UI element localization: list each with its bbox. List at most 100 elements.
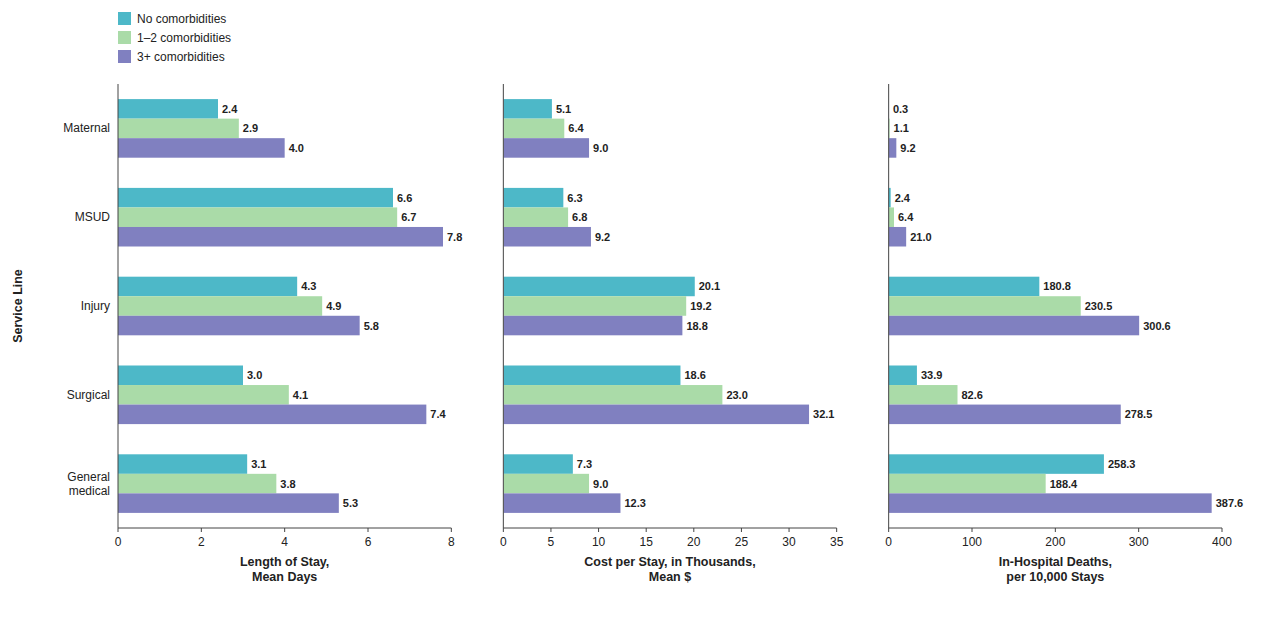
bar xyxy=(118,493,339,513)
data-label: 9.0 xyxy=(593,142,608,154)
data-label: 300.6 xyxy=(1143,320,1171,332)
bar xyxy=(118,405,426,425)
y-tick-label: MSUD xyxy=(75,210,111,224)
data-label: 6.8 xyxy=(572,211,587,223)
text-line: Mean Days xyxy=(252,570,317,584)
data-label: 180.8 xyxy=(1043,280,1071,292)
data-label: 0.3 xyxy=(893,103,908,115)
data-label: 6.4 xyxy=(568,122,584,134)
y-axis-line xyxy=(503,84,504,528)
x-tick-label: 100 xyxy=(962,535,982,549)
data-label: 12.3 xyxy=(624,497,645,509)
data-label: 32.1 xyxy=(813,408,834,420)
x-axis-line xyxy=(503,528,836,529)
bar xyxy=(118,207,397,227)
x-tick-label: 15 xyxy=(640,535,654,549)
y-tick-label: Injury xyxy=(81,299,110,313)
text-line: MSUD xyxy=(75,210,111,224)
page: {"chart_data": [ {"type": "bar", "orient… xyxy=(0,0,1280,626)
bar xyxy=(118,474,276,494)
bar xyxy=(503,188,563,208)
text-line: Length of Stay, xyxy=(240,555,329,569)
text-line: In-Hospital Deaths, xyxy=(999,555,1112,569)
x-tick-label: 0 xyxy=(885,535,892,549)
bar xyxy=(889,138,897,158)
bar xyxy=(503,277,694,297)
bar xyxy=(503,227,591,247)
x-tick-label: 2 xyxy=(198,535,205,549)
bar xyxy=(503,207,568,227)
text-line: Surgical xyxy=(67,388,110,402)
data-label: 82.6 xyxy=(962,389,983,401)
text-line: Maternal xyxy=(63,121,110,135)
bar xyxy=(889,474,1046,494)
bar xyxy=(889,207,894,227)
x-tick xyxy=(368,528,369,532)
data-label: 21.0 xyxy=(910,231,931,243)
panel: 0.32.4180.833.9258.31.16.4230.582.6188.4… xyxy=(885,84,1243,584)
x-tick xyxy=(1055,528,1056,532)
x-tick-label: 200 xyxy=(1045,535,1065,549)
bars xyxy=(503,99,809,513)
bar xyxy=(118,138,285,158)
data-label: 3.0 xyxy=(247,369,262,381)
bar xyxy=(503,365,680,385)
data-label: 9.2 xyxy=(900,142,915,154)
text-line: medical xyxy=(69,484,110,498)
legend-swatch xyxy=(118,12,131,25)
data-label: 9.0 xyxy=(593,478,608,490)
bar xyxy=(118,277,297,297)
bars xyxy=(889,99,1212,513)
data-label: 6.7 xyxy=(401,211,416,223)
x-tick xyxy=(836,528,837,532)
bar xyxy=(503,99,552,119)
bar xyxy=(889,296,1081,316)
y-tick-label: Maternal xyxy=(63,121,110,135)
x-tick xyxy=(118,528,119,532)
x-tick-label: 300 xyxy=(1129,535,1149,549)
x-tick xyxy=(646,528,647,532)
data-label: 5.1 xyxy=(556,103,571,115)
data-label: 387.6 xyxy=(1216,497,1244,509)
bar xyxy=(889,365,917,385)
data-label: 5.3 xyxy=(343,497,358,509)
x-tick xyxy=(451,528,452,532)
panel: 2.46.64.33.03.12.96.74.94.13.84.07.85.87… xyxy=(11,84,462,584)
data-label: 4.1 xyxy=(293,389,308,401)
x-tick-label: 30 xyxy=(782,535,796,549)
legend-label: 1–2 comorbidities xyxy=(137,31,231,45)
data-label: 2.9 xyxy=(243,122,258,134)
x-tick xyxy=(503,528,504,532)
data-label: 188.4 xyxy=(1050,478,1078,490)
bar xyxy=(503,405,809,425)
data-label: 258.3 xyxy=(1108,458,1136,470)
data-label: 33.9 xyxy=(921,369,942,381)
x-tick xyxy=(201,528,202,532)
data-label: 278.5 xyxy=(1125,408,1153,420)
bar xyxy=(503,119,564,139)
x-tick xyxy=(284,528,285,532)
bar xyxy=(503,138,589,158)
x-tick xyxy=(1222,528,1223,532)
data-label: 6.6 xyxy=(397,192,412,204)
legend-swatch xyxy=(118,50,131,63)
bar xyxy=(118,119,239,139)
bar xyxy=(889,405,1121,425)
bar xyxy=(503,296,686,316)
bar xyxy=(118,296,322,316)
text-line: Cost per Stay, in Thousands, xyxy=(584,555,755,569)
bar xyxy=(889,277,1040,297)
bar xyxy=(118,454,247,474)
bar xyxy=(503,493,620,513)
bar xyxy=(118,385,289,405)
bar xyxy=(889,493,1212,513)
bar xyxy=(889,227,907,247)
bar xyxy=(889,385,958,405)
x-tick-label: 35 xyxy=(830,535,844,549)
data-label: 2.4 xyxy=(222,103,238,115)
text-line: General xyxy=(67,470,110,484)
data-label: 3.1 xyxy=(251,458,266,470)
data-label: 18.8 xyxy=(686,320,707,332)
x-tick-label: 0 xyxy=(115,535,122,549)
x-tick-label: 400 xyxy=(1212,535,1232,549)
